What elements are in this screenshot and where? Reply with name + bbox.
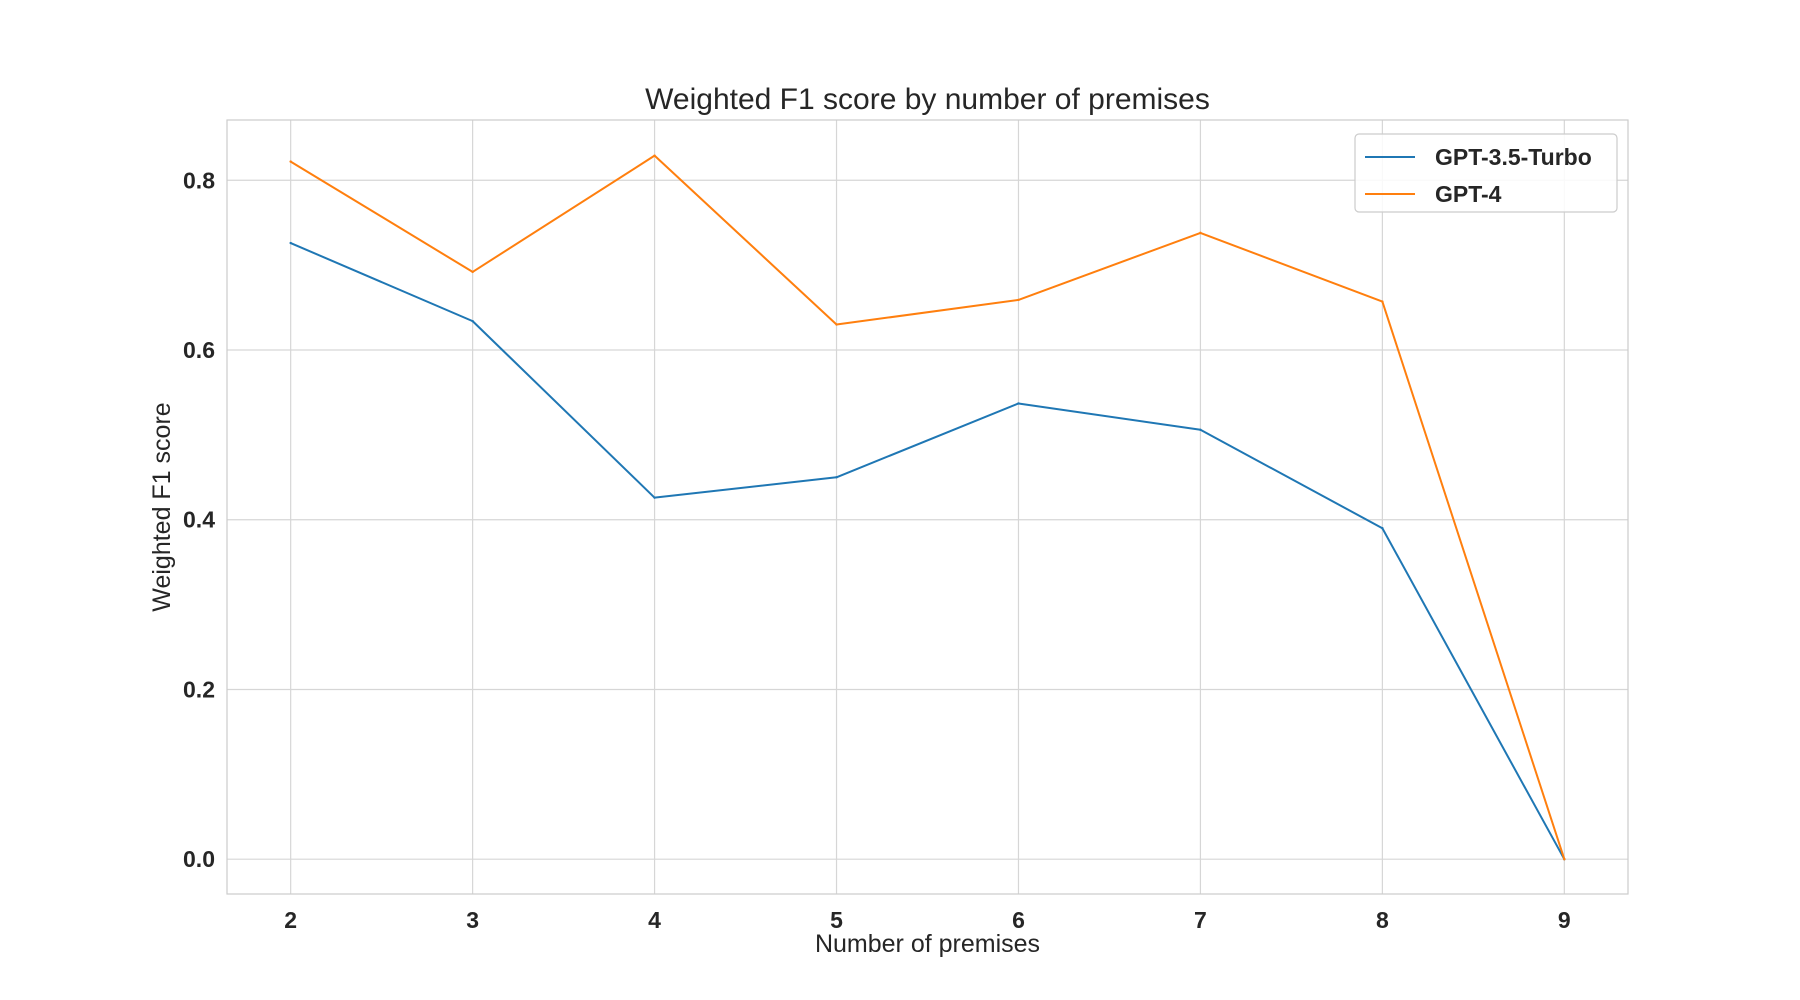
x-tick-label: 7 (1194, 907, 1207, 933)
x-tick-label: 3 (466, 907, 479, 933)
data-point (1199, 231, 1202, 235)
y-tick-label: 0.4 (183, 507, 215, 533)
series-line-0 (289, 242, 1566, 861)
plot-area (227, 120, 1628, 894)
data-point (1381, 300, 1384, 303)
x-tick-label: 6 (1012, 907, 1025, 933)
series-layer (289, 154, 1566, 861)
y-axis-ticks: 0.0 0.2 0.4 0.6 0.8 (183, 167, 215, 872)
data-point (835, 323, 838, 326)
data-point (1017, 298, 1020, 302)
x-axis-label: Number of premises (815, 930, 1040, 958)
y-tick-label: 0.6 (183, 337, 215, 363)
x-tick-label: 9 (1558, 907, 1571, 933)
y-axis-label: Weighted F1 score (148, 402, 176, 611)
legend-box (1354, 133, 1618, 213)
legend-label: GPT-4 (1435, 181, 1502, 207)
series-line-1 (289, 154, 1566, 861)
legend: GPT-3.5-Turbo GPT-4 (1354, 133, 1618, 213)
x-tick-label: 2 (284, 907, 297, 933)
y-tick-label: 0.0 (183, 846, 215, 872)
data-point (289, 160, 292, 163)
plot-frame (226, 119, 1629, 895)
chart-title: Weighted F1 score by number of premises (645, 83, 1210, 116)
data-point (1563, 858, 1566, 861)
data-point (653, 496, 656, 499)
y-tick-label: 0.2 (183, 676, 215, 702)
data-point (471, 270, 474, 274)
x-tick-label: 4 (648, 907, 661, 933)
data-point (289, 241, 292, 245)
data-point (1017, 402, 1020, 405)
data-point (1199, 428, 1202, 431)
y-tick-label: 0.8 (183, 167, 215, 193)
data-point (653, 154, 656, 157)
legend-label: GPT-3.5-Turbo (1435, 144, 1592, 170)
x-tick-label: 8 (1376, 907, 1389, 933)
x-tick-label: 5 (830, 907, 843, 933)
x-axis-ticks: 2 3 4 5 6 7 8 9 (284, 907, 1570, 933)
data-point (835, 476, 838, 479)
data-point (471, 319, 474, 323)
data-point (1381, 527, 1384, 530)
grid-lines (227, 120, 1628, 894)
